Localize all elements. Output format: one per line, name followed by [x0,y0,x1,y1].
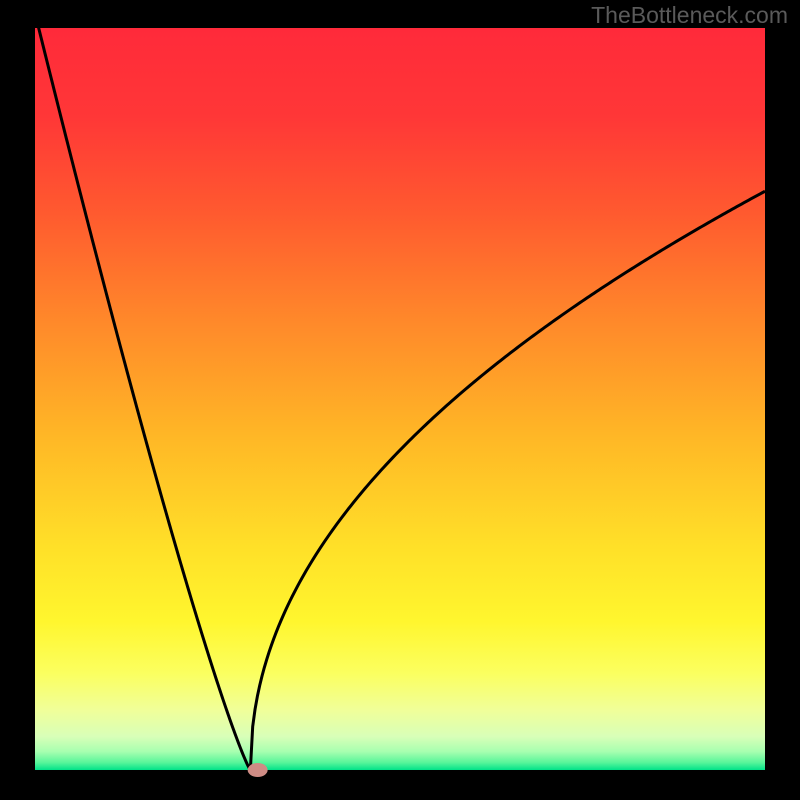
plot-container [0,0,800,800]
plot-gradient-background [35,28,765,770]
watermark-text: TheBottleneck.com [591,2,788,29]
vertex-marker [248,763,268,777]
bottleneck-chart [0,0,800,800]
